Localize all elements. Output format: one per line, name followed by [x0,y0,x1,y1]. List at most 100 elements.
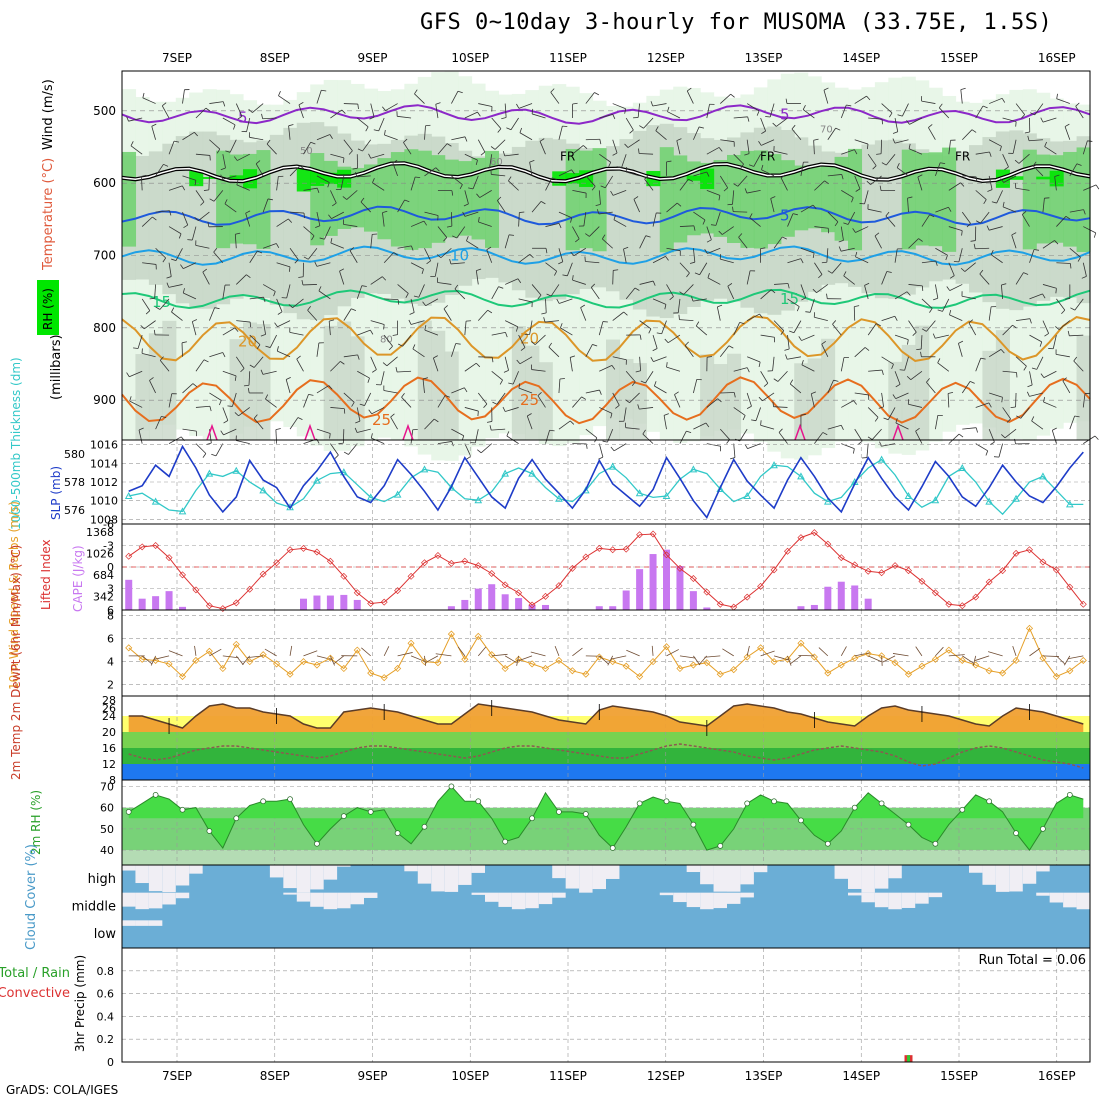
lifted-index-point [515,589,523,597]
wind-barb-flag [585,233,590,237]
wind-barb-10m [425,655,439,663]
wind-barb-10m [987,651,1003,657]
wind-barb-flag [545,248,548,254]
precip-tick-label: 0.8 [97,965,115,978]
date-label-bottom: 12SEP [647,1069,685,1083]
wind-barb-flag [706,171,710,177]
thickness-tick-label: 580 [64,448,85,461]
wind-barb [331,211,345,220]
wind-barb-flag [827,270,833,274]
wind-barb [144,320,156,330]
rh-shade-cell [767,154,782,245]
thickness-point [904,491,913,499]
wind-barb-flag [639,334,642,340]
wind-barb [480,443,492,454]
li-tick-label: 0 [107,561,114,574]
wind-barb-flag [449,259,452,265]
wind-barb [357,117,369,128]
wind-barb [451,136,466,141]
wind-barb [599,407,613,414]
lifted-index-point [958,602,966,610]
wind-barb [443,308,452,321]
freezing-level-contour-inner [121,162,1091,182]
wind-barb-flag [702,219,706,225]
wind-barb-10m [424,655,427,666]
wind-barb [544,320,559,323]
wind-barb [343,308,352,321]
wind-barb [948,226,963,232]
wind-barb-flag [812,252,815,259]
wind-barb-flag [599,139,602,145]
cloud-cell [122,920,136,926]
wind-barb-flag [864,347,870,351]
wind-barb [155,210,170,213]
wind-barb [558,211,572,219]
wind-barb [357,428,371,433]
wind-barb-flag [126,372,130,377]
wind-barb-flag [463,203,469,207]
wind-barb-flag [220,167,226,171]
wind-barb-10m [790,655,802,664]
wind-barb [676,140,681,155]
wind-barb [949,284,963,291]
wind-barb [1002,117,1017,123]
wind-barb-flag [761,130,766,135]
rh-shade-cell [700,168,715,190]
wind-barb [142,97,156,104]
wind-barb-flag [476,268,482,271]
cloud-cell [888,865,902,879]
wind-barb-flag [225,150,231,153]
wind-barb-flag [354,427,358,433]
wind-barb-flag [1083,209,1086,215]
wind-barb [229,139,237,153]
wind-barb [494,139,506,150]
wind-barb-flag [738,233,743,238]
rh-shade-low [995,330,1010,440]
wind-barb [1052,334,1057,349]
wind-barb [1042,117,1057,123]
wind-barb [451,387,465,394]
wind-barb-flag [818,274,823,279]
wind-barb [720,258,734,264]
wind-barb [692,298,707,302]
wind-barb [881,356,894,365]
lifted-index-point [421,559,428,567]
wind-barb [841,149,855,155]
cloud-cell [552,865,566,879]
lifted-index-point [689,574,697,582]
wind-barb [639,280,654,285]
date-label-top: 9SEP [357,51,387,65]
wind-barb [285,379,291,394]
lifted-index-point [784,547,791,555]
wind-barb-flag [329,319,335,322]
wind-barb-flag [1033,249,1040,251]
wind-barb-10m [962,655,974,664]
wind-barb [935,162,941,177]
wind-barb [437,143,448,155]
wind-barb-flag [1075,102,1080,107]
cape-bar [636,569,644,610]
wind-barb [988,139,1002,147]
wind-barb-flag [560,323,563,329]
cloud-cell [874,892,889,908]
wind-barb [518,212,520,227]
wind-barb-flag [1042,293,1046,299]
wind-barb [652,212,657,227]
wind-barb-flag [602,440,608,443]
wind-barb [262,370,277,375]
lifted-index-point [972,593,980,601]
wind-barb [129,400,143,408]
cloud-cell [727,892,741,904]
cape-bar [663,549,670,610]
wind-barb [383,390,398,394]
wind-barb [653,356,667,362]
wind-speed-point [353,646,361,654]
wind-speed-point [837,661,845,669]
wind-barb-flag [975,427,978,433]
wind-barb [988,175,993,190]
wind-barb-flag [674,391,679,395]
wind-barb-flag [384,129,386,136]
wind-barb [262,198,269,213]
rh2m-point [771,798,777,805]
lifted-index-point [649,530,657,538]
